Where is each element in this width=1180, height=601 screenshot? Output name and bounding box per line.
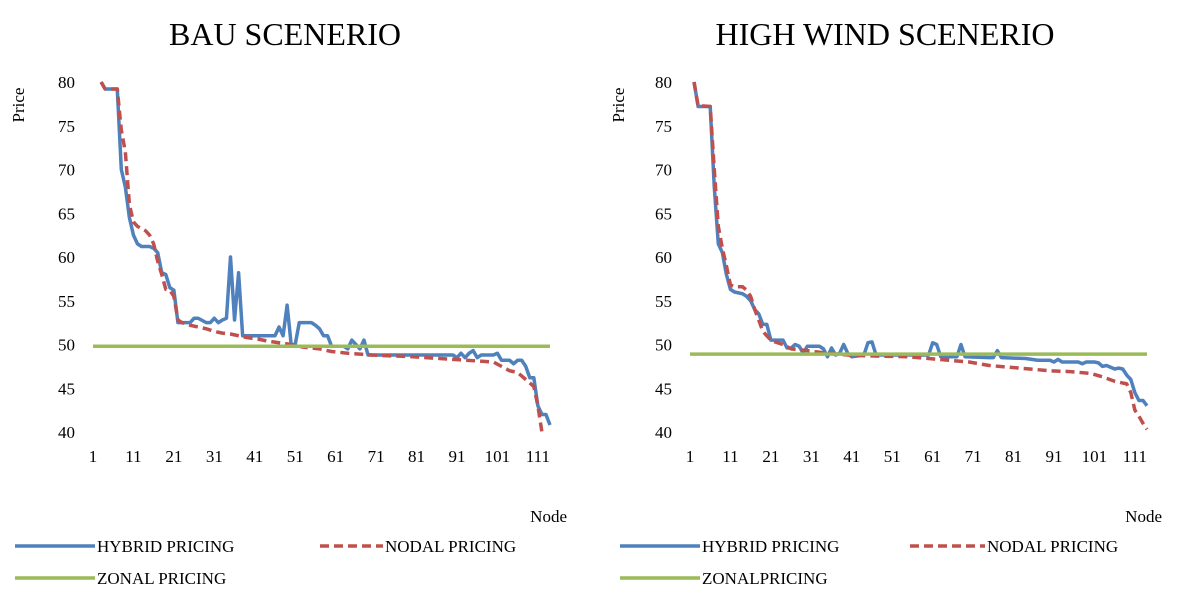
x-tick-label: 111 [1123, 447, 1147, 466]
x-tick-label: 1 [89, 447, 98, 466]
legend-label-hybrid-pricing: HYBRID PRICING [702, 537, 839, 556]
legend-label-zonal-pricing: ZONAL PRICING [97, 569, 226, 588]
series-line-nodal-pricing [692, 81, 1149, 431]
x-tick-label: 71 [965, 447, 982, 466]
x-tick-label: 91 [1045, 447, 1062, 466]
y-tick-label: 50 [58, 336, 75, 355]
x-tick-label: 11 [722, 447, 738, 466]
y-tick-label: 55 [655, 292, 672, 311]
series-line-hybrid-pricing [99, 81, 552, 426]
x-tick-label: 41 [843, 447, 860, 466]
series-line-nodal-pricing [99, 81, 546, 434]
series-line-hybrid-pricing [692, 81, 1149, 407]
x-tick-label: 31 [206, 447, 223, 466]
x-axis-label: Node [1125, 507, 1162, 526]
y-tick-label: 40 [58, 423, 75, 442]
x-tick-label: 21 [165, 447, 182, 466]
legend-label-zonalpricing: ZONALPRICING [702, 569, 828, 588]
legend-label-nodal-pricing: NODAL PRICING [987, 537, 1118, 556]
chart-title: HIGH WIND SCENERIO [716, 16, 1055, 52]
x-tick-label: 61 [327, 447, 344, 466]
x-tick-label: 101 [1082, 447, 1108, 466]
x-axis-label: Node [530, 507, 567, 526]
y-tick-label: 80 [58, 73, 75, 92]
y-tick-label: 55 [58, 292, 75, 311]
chart-panel-bau: BAU SCENERIO Price Node 40 45 50 55 60 65 70 75 80 1… [9, 16, 567, 588]
x-tick-label: 21 [762, 447, 779, 466]
x-tick-label: 101 [485, 447, 511, 466]
bau-chart-svg: BAU SCENERIO Price Node 40 45 50 55 60 65 70 75 80 1… [9, 16, 567, 588]
y-tick-label: 70 [655, 161, 672, 180]
chart-title: BAU SCENERIO [169, 16, 401, 52]
x-tick-label: 31 [803, 447, 820, 466]
x-tick-label: 61 [924, 447, 941, 466]
y-tick-label: 60 [655, 248, 672, 267]
legend-label-hybrid-pricing: HYBRID PRICING [97, 537, 234, 556]
x-tick-label: 111 [526, 447, 550, 466]
y-tick-label: 60 [58, 248, 75, 267]
x-tick-label: 11 [125, 447, 141, 466]
x-tick-label: 41 [246, 447, 263, 466]
x-tick-label: 51 [287, 447, 304, 466]
y-tick-label: 50 [655, 336, 672, 355]
x-tick-label: 71 [368, 447, 385, 466]
y-tick-label: 40 [655, 423, 672, 442]
x-tick-label: 1 [686, 447, 695, 466]
y-tick-label: 75 [58, 117, 75, 136]
y-tick-label: 45 [58, 379, 75, 398]
y-tick-label: 65 [58, 204, 75, 223]
legend-label-nodal-pricing: NODAL PRICING [385, 537, 516, 556]
x-tick-label: 81 [408, 447, 425, 466]
y-tick-label: 80 [655, 73, 672, 92]
x-tick-label: 91 [448, 447, 465, 466]
high-wind-chart-svg: HIGH WIND SCENERIO Price Node 40 45 50 55 60 65 7… [609, 16, 1162, 588]
y-axis-label: Price [609, 88, 628, 123]
y-tick-label: 70 [58, 161, 75, 180]
chart-panel-high-wind: HIGH WIND SCENERIO Price Node 40 45 50 55 60 65 7… [590, 0, 1180, 601]
y-tick-label: 45 [655, 379, 672, 398]
y-axis-label: Price [9, 88, 28, 123]
x-tick-label: 51 [884, 447, 901, 466]
x-tick-label: 81 [1005, 447, 1022, 466]
y-tick-label: 65 [655, 204, 672, 223]
y-tick-label: 75 [655, 117, 672, 136]
